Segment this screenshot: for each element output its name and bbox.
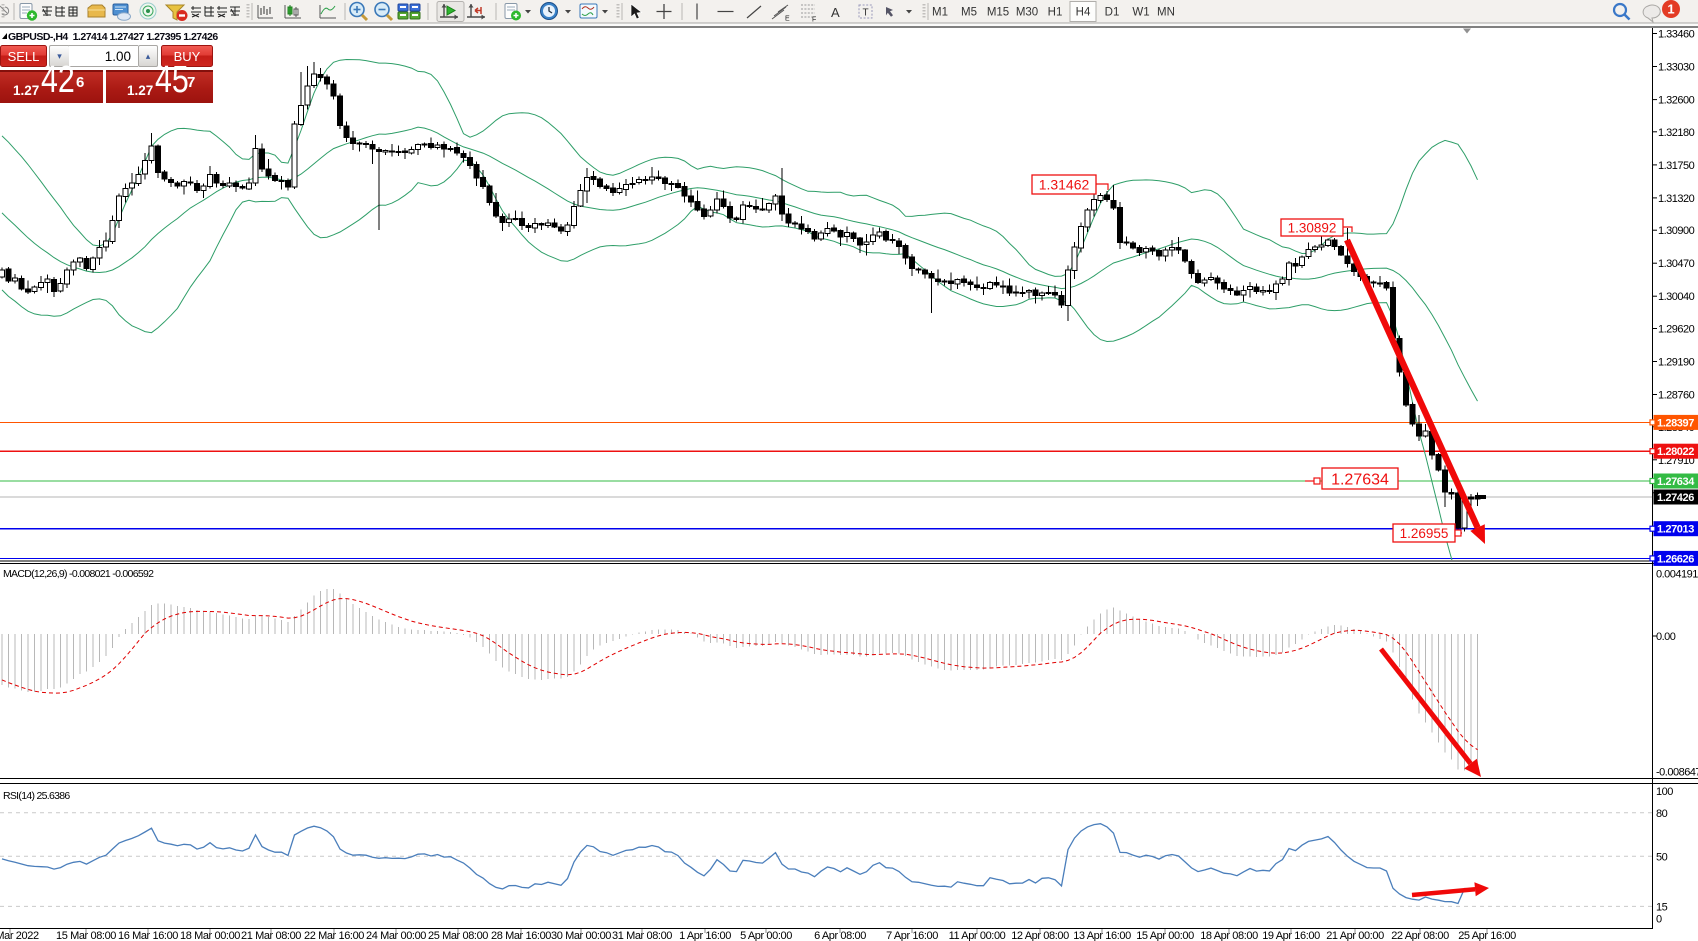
svg-text:5 Apr 00:00: 5 Apr 00:00 bbox=[740, 930, 792, 941]
svg-text:D1: D1 bbox=[1105, 7, 1120, 19]
svg-text:1.28397: 1.28397 bbox=[1657, 417, 1694, 429]
svg-text:0.00: 0.00 bbox=[1656, 631, 1676, 643]
svg-text:18 Apr 08:00: 18 Apr 08:00 bbox=[1200, 930, 1258, 941]
svg-text:19 Apr 16:00: 19 Apr 16:00 bbox=[1262, 930, 1320, 941]
svg-text:RSI(14) 25.6386: RSI(14) 25.6386 bbox=[3, 790, 70, 802]
svg-text:MN: MN bbox=[1157, 7, 1175, 19]
svg-text:15 Apr 00:00: 15 Apr 00:00 bbox=[1136, 930, 1194, 941]
svg-text:11 Apr 00:00: 11 Apr 00:00 bbox=[949, 930, 1006, 941]
svg-text:1.31320: 1.31320 bbox=[1658, 193, 1695, 205]
svg-text:1.33030: 1.33030 bbox=[1658, 62, 1695, 74]
svg-text:M15: M15 bbox=[987, 7, 1009, 19]
svg-text:1.30470: 1.30470 bbox=[1658, 258, 1695, 270]
svg-text:13 Apr 16:00: 13 Apr 16:00 bbox=[1073, 930, 1131, 941]
svg-text:A: A bbox=[831, 5, 840, 20]
svg-text:1.29620: 1.29620 bbox=[1658, 324, 1695, 336]
svg-text:MACD(12,26,9) -0.008021 -0.006: MACD(12,26,9) -0.008021 -0.006592 bbox=[3, 568, 154, 580]
svg-text:16 Mar 16:00: 16 Mar 16:00 bbox=[118, 930, 178, 941]
svg-text:22 Apr 08:00: 22 Apr 08:00 bbox=[1391, 930, 1449, 941]
svg-text:30 Mar 00:00: 30 Mar 00:00 bbox=[551, 930, 611, 941]
svg-text:0: 0 bbox=[1656, 914, 1662, 926]
svg-text:-0.008647: -0.008647 bbox=[1656, 767, 1698, 779]
svg-text:W1: W1 bbox=[1132, 7, 1149, 19]
svg-text:28 Mar 16:00: 28 Mar 16:00 bbox=[491, 930, 551, 941]
svg-text:F: F bbox=[812, 17, 816, 24]
svg-text:H4: H4 bbox=[1076, 7, 1091, 19]
svg-text:1.30040: 1.30040 bbox=[1658, 291, 1695, 303]
svg-text:6 Apr 08:00: 6 Apr 08:00 bbox=[814, 930, 866, 941]
svg-text:M30: M30 bbox=[1016, 7, 1038, 19]
svg-text:25 Mar 08:00: 25 Mar 08:00 bbox=[428, 930, 488, 941]
svg-text:1.32180: 1.32180 bbox=[1658, 127, 1695, 139]
svg-text:1.33460: 1.33460 bbox=[1658, 29, 1695, 41]
svg-text:1.28760: 1.28760 bbox=[1658, 390, 1695, 402]
svg-text:21 Apr 00:00: 21 Apr 00:00 bbox=[1326, 930, 1384, 941]
svg-text:1 Apr 16:00: 1 Apr 16:00 bbox=[679, 930, 731, 941]
svg-text:1.27426: 1.27426 bbox=[1657, 492, 1694, 504]
svg-text:E: E bbox=[785, 16, 790, 23]
svg-text:14 Mar 2022: 14 Mar 2022 bbox=[0, 930, 39, 941]
svg-text:M5: M5 bbox=[961, 7, 977, 19]
svg-text:7 Apr 16:00: 7 Apr 16:00 bbox=[886, 930, 938, 941]
svg-text:1.29190: 1.29190 bbox=[1658, 357, 1695, 369]
svg-text:GBPUSD-,H4 1.27414 1.27427 1.: GBPUSD-,H4 1.27414 1.27427 1.27395 1.274… bbox=[8, 31, 218, 43]
svg-text:100: 100 bbox=[1656, 786, 1673, 798]
svg-text:1.27634: 1.27634 bbox=[1657, 476, 1695, 488]
svg-text:1.28022: 1.28022 bbox=[1657, 446, 1694, 458]
svg-text:1.27634: 1.27634 bbox=[1331, 471, 1389, 488]
svg-text:1: 1 bbox=[1667, 2, 1674, 17]
svg-text:21 Mar 08:00: 21 Mar 08:00 bbox=[241, 930, 301, 941]
svg-text:0.004191: 0.004191 bbox=[1656, 569, 1698, 581]
svg-text:1.31462: 1.31462 bbox=[1039, 177, 1090, 193]
svg-text:15 Mar 08:00: 15 Mar 08:00 bbox=[56, 930, 116, 941]
svg-text:50: 50 bbox=[1656, 851, 1668, 863]
svg-text:22 Mar 16:00: 22 Mar 16:00 bbox=[304, 930, 364, 941]
svg-text:H1: H1 bbox=[1048, 7, 1063, 19]
svg-text:12 Apr 08:00: 12 Apr 08:00 bbox=[1011, 930, 1069, 941]
svg-text:80: 80 bbox=[1656, 808, 1668, 820]
svg-text:25 Apr 16:00: 25 Apr 16:00 bbox=[1458, 930, 1516, 941]
svg-text:24 Mar 00:00: 24 Mar 00:00 bbox=[366, 930, 426, 941]
svg-text:1.32600: 1.32600 bbox=[1658, 95, 1695, 107]
svg-text:1.30900: 1.30900 bbox=[1658, 225, 1695, 237]
svg-text:M1: M1 bbox=[932, 7, 948, 19]
svg-text:1.31750: 1.31750 bbox=[1658, 160, 1695, 172]
svg-text:18 Mar 00:00: 18 Mar 00:00 bbox=[180, 930, 240, 941]
svg-text:T: T bbox=[863, 8, 869, 19]
svg-text:31 Mar 08:00: 31 Mar 08:00 bbox=[612, 930, 672, 941]
svg-text:1.27013: 1.27013 bbox=[1657, 524, 1694, 536]
svg-text:1.30892: 1.30892 bbox=[1288, 220, 1337, 235]
svg-text:1.26626: 1.26626 bbox=[1657, 553, 1694, 565]
svg-text:15: 15 bbox=[1656, 901, 1668, 913]
svg-text:1.26955: 1.26955 bbox=[1400, 526, 1449, 541]
